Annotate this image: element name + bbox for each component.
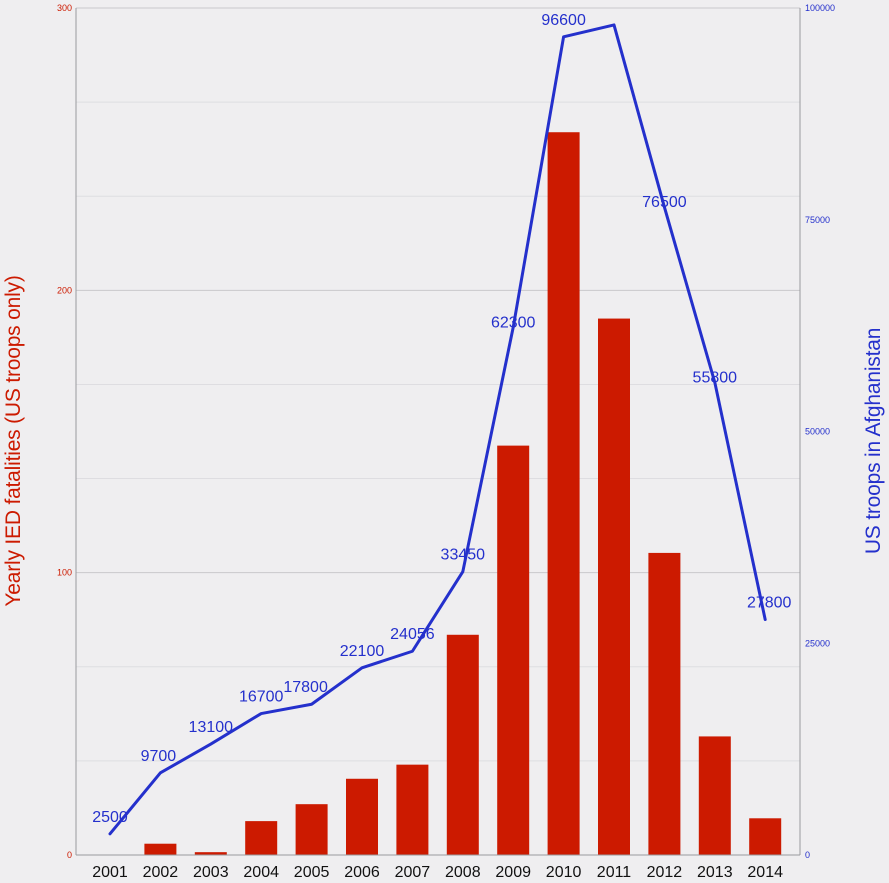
x-tick-label: 2001 <box>92 864 128 881</box>
x-tick-label: 2011 <box>597 864 632 881</box>
line-data-label: 13100 <box>189 719 234 736</box>
axes: 0 100 200 300 0 25000 50000 75000 100000 2001 2002… <box>57 3 835 881</box>
line-data-label: 2500 <box>92 809 128 826</box>
line-data-label: 24056 <box>390 626 435 643</box>
bar <box>194 852 227 855</box>
line-data-label: 55800 <box>693 369 738 386</box>
line-data-label: 17800 <box>283 679 328 696</box>
bar <box>346 778 378 855</box>
left-tick-label: 100 <box>57 568 72 578</box>
gridlines <box>76 7 800 856</box>
bar <box>144 843 177 855</box>
bar <box>598 318 630 856</box>
bar <box>749 818 782 855</box>
bar <box>295 804 328 855</box>
right-tick-label: 50000 <box>805 427 830 437</box>
right-tick-label: 100000 <box>805 3 835 13</box>
line-data-label: 9700 <box>141 748 177 765</box>
bar <box>446 634 479 855</box>
line-data-label: 22100 <box>340 643 385 660</box>
line-data-label: 16700 <box>239 689 284 706</box>
right-tick-label: 25000 <box>805 638 830 648</box>
line-data-label: 33450 <box>441 547 486 564</box>
x-tick-label: 2013 <box>697 864 733 881</box>
line-data-label: 76500 <box>642 194 687 211</box>
line-series <box>108 23 767 836</box>
bar <box>245 821 278 855</box>
line-data-label: 27800 <box>747 595 792 612</box>
x-tick-label: 2008 <box>445 864 481 881</box>
line-data-label: 62300 <box>491 314 536 331</box>
bar <box>396 764 429 855</box>
bar <box>698 736 731 855</box>
x-tick-label: 2006 <box>344 864 380 881</box>
x-tick-label: 2004 <box>243 864 279 881</box>
x-tick-label: 2009 <box>495 864 531 881</box>
left-tick-label: 200 <box>57 285 72 295</box>
x-tick-label: 2007 <box>395 864 431 881</box>
right-axis-label: US troops in Afghanistan <box>862 327 885 555</box>
bar <box>547 132 580 855</box>
right-tick-label: 75000 <box>805 215 830 225</box>
x-tick-label: 2005 <box>294 864 330 881</box>
x-tick-label: 2014 <box>747 864 783 881</box>
x-tick-label: 2012 <box>647 864 683 881</box>
bar <box>497 445 530 855</box>
bar <box>648 552 681 855</box>
left-axis-label: Yearly IED fatalities (US troops only) <box>2 275 25 607</box>
x-tick-label: 2002 <box>143 864 179 881</box>
line-data-label: 96600 <box>541 12 586 29</box>
bar-series <box>144 132 782 856</box>
left-tick-label: 0 <box>67 850 72 860</box>
x-tick-label: 2010 <box>546 864 582 881</box>
x-tick-label: 2003 <box>193 864 229 881</box>
troop-line <box>108 23 767 836</box>
left-tick-label: 300 <box>57 3 72 13</box>
right-tick-label: 0 <box>805 850 810 860</box>
